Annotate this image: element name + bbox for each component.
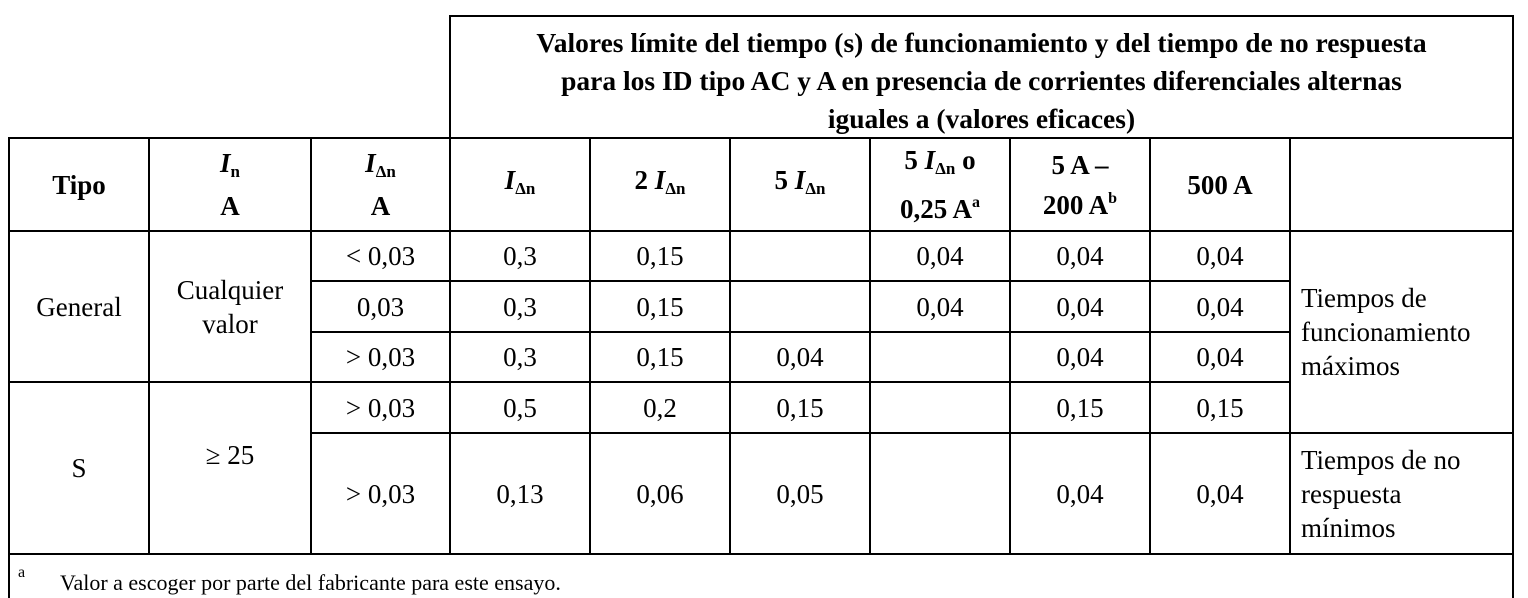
header-tipo: Tipo <box>52 169 106 200</box>
row-line-2 <box>310 331 1290 333</box>
header-idn: IΔn A <box>365 148 396 221</box>
remark-min-non-operating-times: Tiempos de no respuesta mínimos <box>1301 444 1461 543</box>
table-row-0-c5: 0,04 <box>1056 241 1104 271</box>
col-line-6 <box>869 137 871 555</box>
table-title: Valores límite del tiempo (s) de funcion… <box>451 24 1512 138</box>
table-row-3-c6: 0,15 <box>1196 392 1244 423</box>
col-line-1 <box>148 137 150 555</box>
table-row-0-c2: 0,15 <box>636 241 684 271</box>
col-line-4 <box>589 137 591 555</box>
table-row-1-c6: 0,04 <box>1196 291 1244 322</box>
table-row-3-c1: 0,5 <box>503 392 537 423</box>
table-row-2-c4 <box>871 333 1009 381</box>
table-row-2-c6: 0,04 <box>1196 342 1244 372</box>
table-row-0-c4: 0,04 <box>916 241 964 271</box>
table-row-1-c3 <box>731 282 869 331</box>
table-row-4-c3: 0,05 <box>776 478 824 509</box>
table-row-0-c3 <box>731 232 869 280</box>
title-line-1: Valores límite del tiempo (s) de funcion… <box>536 27 1427 58</box>
table-row-1-c2: 0,15 <box>636 291 684 322</box>
table-row-3-idn: > 0,03 <box>345 392 416 423</box>
header-col-5a-200a: 5 A – 200 Ab <box>1042 149 1118 220</box>
table-row-1-c1: 0,3 <box>503 291 537 322</box>
header-col-500a: 500 A <box>1187 169 1253 200</box>
tipo-s: S <box>71 453 87 483</box>
footnote-mark: a <box>18 564 26 581</box>
header-col-5idn: 5 IΔn <box>774 165 826 198</box>
table-row-3-c2: 0,2 <box>643 392 677 423</box>
table-row-1-c4: 0,04 <box>916 291 964 322</box>
table-row-4-c2: 0,06 <box>636 478 684 509</box>
table-row-3-c4 <box>871 383 1009 432</box>
header-col-2idn: 2 IΔn <box>634 165 686 198</box>
table-row-3-c3: 0,15 <box>776 392 824 423</box>
in-s: ≥ 25 <box>205 440 255 470</box>
row-line-4 <box>310 432 1514 434</box>
table-row-4-c6: 0,04 <box>1196 478 1244 509</box>
header-top-border <box>449 15 1514 17</box>
header-left-border <box>449 15 451 139</box>
table-row-0-c6: 0,04 <box>1196 241 1244 271</box>
tipo-general: General <box>36 291 122 322</box>
title-line-3: iguales a (valores eficaces) <box>827 103 1136 134</box>
table-left-border <box>8 137 10 598</box>
table-row-1-idn: 0,03 <box>356 291 405 322</box>
table-row-1-c5: 0,04 <box>1056 291 1104 322</box>
footnote-text: Valor a escoger por parte del fabricante… <box>60 570 561 595</box>
table-row-2-c2: 0,15 <box>636 342 684 372</box>
table-right-border <box>1512 15 1514 598</box>
header-in: In A <box>220 148 240 221</box>
table-row-3-c5: 0,15 <box>1056 392 1104 423</box>
col-line-5 <box>729 137 731 555</box>
table-row-0-c1: 0,3 <box>503 241 537 271</box>
col-line-2 <box>310 137 312 555</box>
row-line-3 <box>8 381 1290 383</box>
columns-top-border <box>8 137 1514 139</box>
table-row-2-idn: > 0,03 <box>345 342 416 372</box>
col-line-3 <box>449 137 451 555</box>
table-row-4-c1: 0,13 <box>496 478 544 509</box>
table-row-4-c5: 0,04 <box>1056 478 1104 509</box>
header-col-idn: IΔn <box>504 165 536 198</box>
table-bottom-border <box>8 553 1514 555</box>
remark-max-operating-times: Tiempos de funcionamiento máximos <box>1301 283 1471 381</box>
table-row-0-idn: < 0,03 <box>345 241 416 271</box>
col-line-8 <box>1149 137 1151 555</box>
col-line-7 <box>1009 137 1011 555</box>
table-row-2-c3: 0,04 <box>776 342 824 372</box>
row-line-1 <box>310 280 1290 282</box>
table-row-4-idn: > 0,03 <box>345 478 416 509</box>
col-line-9 <box>1289 137 1291 555</box>
table-row-4-c4 <box>871 434 1009 553</box>
table-row-2-c5: 0,04 <box>1056 342 1104 372</box>
in-general: Cualquier valor <box>176 274 284 339</box>
columns-bottom-border <box>8 230 1514 232</box>
title-line-2: para los ID tipo AC y A en presencia de … <box>561 65 1402 96</box>
header-col-5idn-or-025: 5 IΔn o 0,25 Aa <box>899 145 980 224</box>
table-row-2-c1: 0,3 <box>503 342 537 372</box>
